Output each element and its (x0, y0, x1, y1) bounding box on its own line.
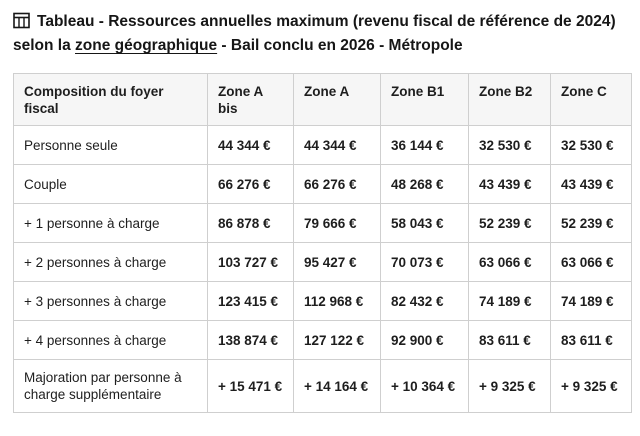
column-header: Zone B2 (468, 73, 551, 126)
table-cell: 32 530 € (468, 125, 551, 165)
table-cell: 44 344 € (207, 125, 294, 165)
table-cell: 83 611 € (550, 320, 632, 360)
row-label: + 4 personnes à charge (13, 320, 208, 360)
table-row: + 1 personne à charge 86 878 € 79 666 € … (13, 203, 632, 243)
table-cell: 48 268 € (380, 164, 469, 204)
table-cell: 83 611 € (468, 320, 551, 360)
table-cell: 66 276 € (293, 164, 381, 204)
table-icon (13, 12, 30, 29)
row-label: + 2 personnes à charge (13, 242, 208, 282)
column-header: Composition du foyer fiscal (13, 73, 208, 126)
table-cell: 92 900 € (380, 320, 469, 360)
table-cell: 66 276 € (207, 164, 294, 204)
table-cell: + 14 164 € (293, 359, 381, 413)
table-cell: 112 968 € (293, 281, 381, 321)
table-cell: 138 874 € (207, 320, 294, 360)
table-cell: 127 122 € (293, 320, 381, 360)
table-row: + 3 personnes à charge 123 415 € 112 968… (13, 281, 632, 321)
table-cell: 82 432 € (380, 281, 469, 321)
column-header: Zone A bis (207, 73, 294, 126)
row-label: Personne seule (13, 125, 208, 165)
table-cell: 63 066 € (468, 242, 551, 282)
table-cell: 79 666 € (293, 203, 381, 243)
table-cell: 95 427 € (293, 242, 381, 282)
table-cell: 36 144 € (380, 125, 469, 165)
table-row: + 2 personnes à charge 103 727 € 95 427 … (13, 242, 632, 282)
table-cell: 52 239 € (550, 203, 632, 243)
zone-geographique-link[interactable]: zone géographique (75, 37, 218, 54)
table-cell: + 9 325 € (550, 359, 632, 413)
column-header: Zone B1 (380, 73, 469, 126)
table-cell: 70 073 € (380, 242, 469, 282)
row-label: + 3 personnes à charge (13, 281, 208, 321)
table-cell: 74 189 € (468, 281, 551, 321)
table-caption: Tableau - Ressources annuelles maximum (… (13, 10, 633, 58)
table-row: Couple 66 276 € 66 276 € 48 268 € 43 439… (13, 164, 632, 204)
table-cell: 63 066 € (550, 242, 632, 282)
table-header-row: Composition du foyer fiscal Zone A bis Z… (13, 73, 632, 126)
table-cell: 32 530 € (550, 125, 632, 165)
table-row: + 4 personnes à charge 138 874 € 127 122… (13, 320, 632, 360)
table-row: Majoration par personne à charge supplém… (13, 359, 632, 413)
table-cell: + 15 471 € (207, 359, 294, 413)
table-cell: 86 878 € (207, 203, 294, 243)
table-cell: 103 727 € (207, 242, 294, 282)
table-cell: + 9 325 € (468, 359, 551, 413)
table-cell: 123 415 € (207, 281, 294, 321)
table-cell: 74 189 € (550, 281, 632, 321)
resources-table: Composition du foyer fiscal Zone A bis Z… (13, 73, 632, 413)
table-cell: 43 439 € (550, 164, 632, 204)
table-cell: 52 239 € (468, 203, 551, 243)
table-cell: 43 439 € (468, 164, 551, 204)
row-label: Couple (13, 164, 208, 204)
table-cell: 44 344 € (293, 125, 381, 165)
column-header: Zone A (293, 73, 381, 126)
table-cell: + 10 364 € (380, 359, 469, 413)
row-label: + 1 personne à charge (13, 203, 208, 243)
caption-text: Tableau - Ressources annuelles maximum (… (13, 13, 616, 54)
table-row: Personne seule 44 344 € 44 344 € 36 144 … (13, 125, 632, 165)
table-cell: 58 043 € (380, 203, 469, 243)
column-header: Zone C (550, 73, 632, 126)
row-label: Majoration par personne à charge supplém… (13, 359, 208, 413)
caption-suffix: - Bail conclu en 2026 - Métropole (217, 37, 463, 54)
